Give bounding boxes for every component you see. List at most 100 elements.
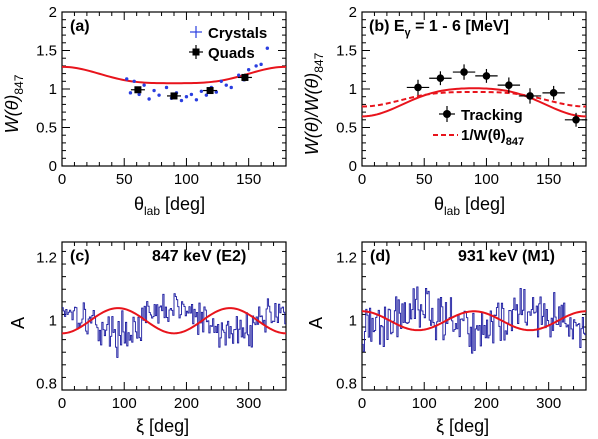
crystals-point <box>259 62 263 67</box>
panel-b-title: (b) Eγ = 1 - 6 [MeV] <box>369 18 509 39</box>
x-tick-label: 0 <box>58 395 66 412</box>
crystals-point <box>137 92 141 97</box>
asymmetry-spectrum <box>362 286 586 354</box>
legend-quads-marker <box>192 48 200 56</box>
panel-c-annotation: 847 keV (E2) <box>152 248 246 265</box>
x-tick-label: 200 <box>474 395 499 412</box>
y-tick-label: 1.5 <box>336 43 357 60</box>
quads-point <box>170 92 178 100</box>
x-tick-label: 0 <box>58 171 66 188</box>
y-tick-label: 0.8 <box>336 376 357 393</box>
x-tick-label: 150 <box>536 171 561 188</box>
panel-b-legend: Tracking 1/W(θ)847 <box>433 106 524 148</box>
crystals-point <box>254 64 258 68</box>
crystals-point <box>157 93 161 97</box>
x-tick-label: 100 <box>474 171 499 188</box>
tracking-point <box>414 83 422 92</box>
y-tick-label: 1.2 <box>336 250 357 267</box>
y-tick-label: 1 <box>349 313 357 330</box>
crystals-point <box>237 73 241 77</box>
panel-c-xlabel: ξ [deg] <box>136 416 189 436</box>
panel-a-xlabel: θlab [deg] <box>134 194 205 218</box>
legend-inverse-w-label: 1/W(θ)847 <box>461 127 524 148</box>
panel-d-annotation: 931 keV (M1) <box>458 248 555 265</box>
panel-c: 0 100 200 300 0.8 1 1.2 (c) 847 keV (E2) ξ [de… <box>8 241 287 436</box>
y-tick-label: 0.5 <box>36 120 57 137</box>
x-tick-label: 50 <box>116 171 133 188</box>
x-tick-label: 100 <box>412 395 437 412</box>
panel-d: 0 100 200 300 0.8 1 1.2 (d) 931 keV (M1) ξ [de… <box>306 241 587 436</box>
panel-c-ylabel: A <box>8 317 28 329</box>
crystals-point <box>142 83 146 87</box>
crystals-point <box>147 97 151 101</box>
y-tick-label: 0.8 <box>36 376 57 393</box>
crystals-point <box>164 85 169 90</box>
y-tick-label: 0 <box>49 158 57 175</box>
quads-point <box>134 86 142 94</box>
quads-point <box>241 73 249 81</box>
x-tick-label: 50 <box>416 171 433 188</box>
crystals-point <box>246 68 251 72</box>
y-tick-label: 1.5 <box>36 43 57 60</box>
x-tick-label: 300 <box>536 395 561 412</box>
y-tick-label: 1.2 <box>36 250 57 267</box>
y-tick-label: 2 <box>49 4 57 21</box>
fit-curve <box>61 307 287 335</box>
y-tick-label: 2 <box>349 4 357 21</box>
y-tick-label: 1 <box>349 81 357 98</box>
x-tick-label: 300 <box>236 395 261 412</box>
crystals-point <box>214 90 219 94</box>
tracking-point <box>526 92 534 100</box>
legend-tracking-label: Tracking <box>461 107 523 124</box>
fit-curve <box>361 310 587 332</box>
y-tick-label: 0 <box>349 158 357 175</box>
quads-point <box>206 87 214 95</box>
tracking-point <box>572 116 580 124</box>
crystals-point <box>184 95 189 99</box>
svg-text:W(θ)847: W(θ)847 <box>2 74 26 133</box>
panel-d-ylabel: A <box>306 317 326 329</box>
svg-text:θlab [deg]: θlab [deg] <box>134 194 205 218</box>
x-tick-label: 200 <box>174 395 199 412</box>
svg-text:θlab [deg]: θlab [deg] <box>434 194 505 218</box>
tracking-point <box>482 72 491 80</box>
crystals-point <box>229 85 233 90</box>
asymmetry-spectrum <box>62 293 286 358</box>
y-tick-label: 0.5 <box>336 120 357 137</box>
x-tick-label: 0 <box>358 171 366 188</box>
crystals-point <box>265 46 270 50</box>
panel-a-legend: Crystals Quads <box>189 25 267 62</box>
x-tick-label: 150 <box>236 171 261 188</box>
panel-d-xlabel: ξ [deg] <box>436 416 489 436</box>
y-tick-label: 1 <box>49 313 57 330</box>
x-tick-label: 100 <box>112 395 137 412</box>
crystals-point <box>152 88 156 93</box>
panel-b-ylabel: W(θ)/W(θ)847 <box>302 52 326 155</box>
legend-crystals-label: Crystals <box>208 25 267 42</box>
crystals-point <box>224 83 228 87</box>
fit-curve <box>361 87 587 118</box>
crystals-point <box>189 92 194 97</box>
panel-a: 0 50 100 150 0 0.5 1 1.5 2 (a) Crystals Quads θl… <box>2 4 287 218</box>
legend-tracking-marker <box>443 110 451 118</box>
x-tick-label: 0 <box>358 395 366 412</box>
panel-a-title: (a) <box>70 18 90 35</box>
crystals-point <box>219 79 223 84</box>
tracking-point <box>436 74 445 83</box>
crystals-point <box>125 77 129 81</box>
tracking-point <box>505 81 513 89</box>
svg-text:W(θ)/W(θ)847: W(θ)/W(θ)847 <box>302 52 326 155</box>
crystals-point <box>199 89 204 94</box>
crystals-point <box>128 91 133 95</box>
tracking-point <box>460 68 468 76</box>
crystals-point <box>179 98 184 103</box>
inverse-w-curve <box>361 90 587 108</box>
panel-b-xlabel: θlab [deg] <box>434 194 505 218</box>
y-tick-label: 1 <box>49 81 57 98</box>
tracking-point <box>549 89 558 97</box>
panel-d-title: (d) <box>370 248 390 265</box>
panel-c-title: (c) <box>70 248 90 265</box>
crystals-point <box>132 79 136 84</box>
